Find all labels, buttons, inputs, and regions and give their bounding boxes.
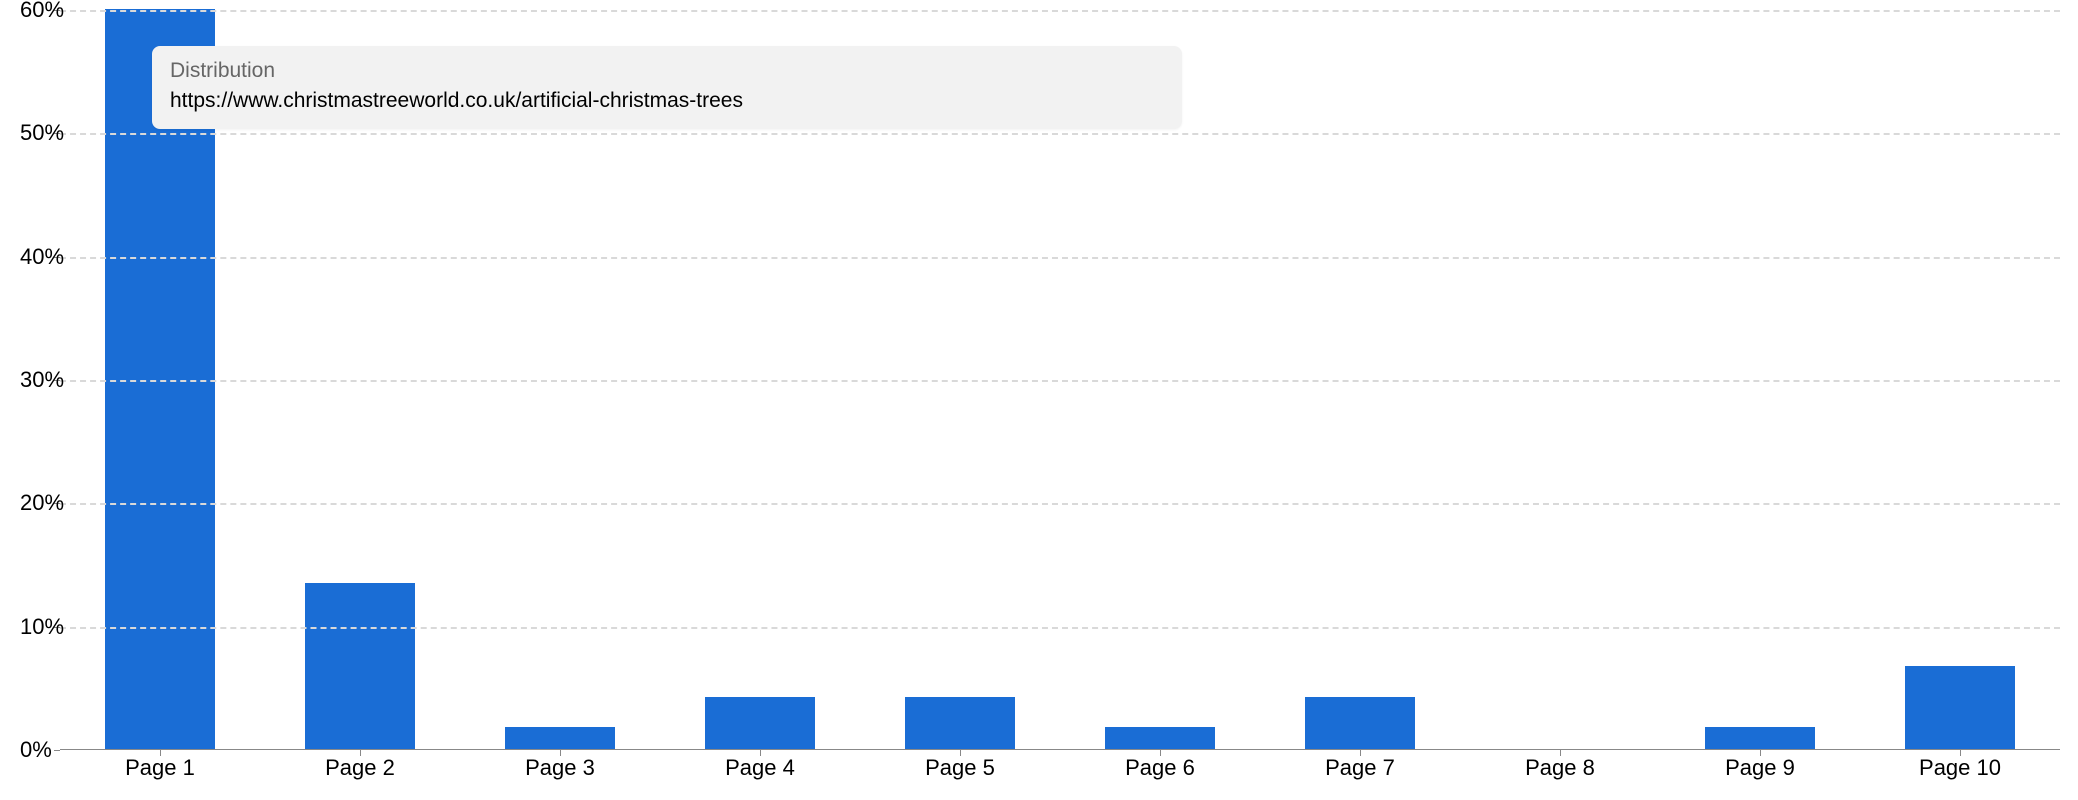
y-tick-label: 10% <box>0 614 58 640</box>
x-tick-mark <box>1360 750 1361 756</box>
x-tick-mark <box>960 750 961 756</box>
y-tick-label: 60% <box>0 0 58 23</box>
chart-tooltip: Distribution https://www.christmastreewo… <box>152 46 1182 129</box>
y-tick-label: 40% <box>0 244 58 270</box>
x-tick-mark <box>360 750 361 756</box>
tooltip-body: https://www.christmastreeworld.co.uk/art… <box>170 86 1164 116</box>
tooltip-title: Distribution <box>170 56 1164 86</box>
gridline <box>60 380 2060 382</box>
x-tick-mark <box>1960 750 1961 756</box>
x-tick-mark <box>560 750 561 756</box>
gridline <box>60 627 2060 629</box>
gridline <box>60 257 2060 259</box>
x-tick-label: Page 7 <box>1325 755 1395 781</box>
bar[interactable] <box>505 727 615 749</box>
x-tick-label: Page 4 <box>725 755 795 781</box>
x-tick-label: Page 8 <box>1525 755 1595 781</box>
distribution-bar-chart: 0% 10% 20% 30% 40% 50% 60% Page 1 Page 2 Page 3 P… <box>0 0 2078 800</box>
bar[interactable] <box>905 697 1015 749</box>
bar[interactable] <box>1105 727 1215 749</box>
x-tick-label: Page 6 <box>1125 755 1195 781</box>
x-tick-label: Page 5 <box>925 755 995 781</box>
y-tick-label: 0% <box>0 737 58 763</box>
gridline <box>60 10 2060 12</box>
bar[interactable] <box>1305 697 1415 749</box>
bar[interactable] <box>705 697 815 749</box>
bar[interactable] <box>1705 727 1815 749</box>
gridline <box>60 503 2060 505</box>
gridline <box>60 133 2060 135</box>
x-tick-mark <box>160 750 161 756</box>
x-tick-label: Page 3 <box>525 755 595 781</box>
y-tick-label: 20% <box>0 490 58 516</box>
bar[interactable] <box>1905 666 2015 749</box>
y-tick-label: 50% <box>0 120 58 146</box>
x-tick-mark <box>1160 750 1161 756</box>
x-tick-mark <box>760 750 761 756</box>
x-tick-label: Page 2 <box>325 755 395 781</box>
y-tick-label: 30% <box>0 367 58 393</box>
x-tick-label: Page 10 <box>1919 755 2001 781</box>
x-tick-mark <box>1760 750 1761 756</box>
x-tick-mark <box>1560 750 1561 756</box>
x-tick-label: Page 1 <box>125 755 195 781</box>
bar[interactable] <box>305 583 415 750</box>
x-tick-label: Page 9 <box>1725 755 1795 781</box>
